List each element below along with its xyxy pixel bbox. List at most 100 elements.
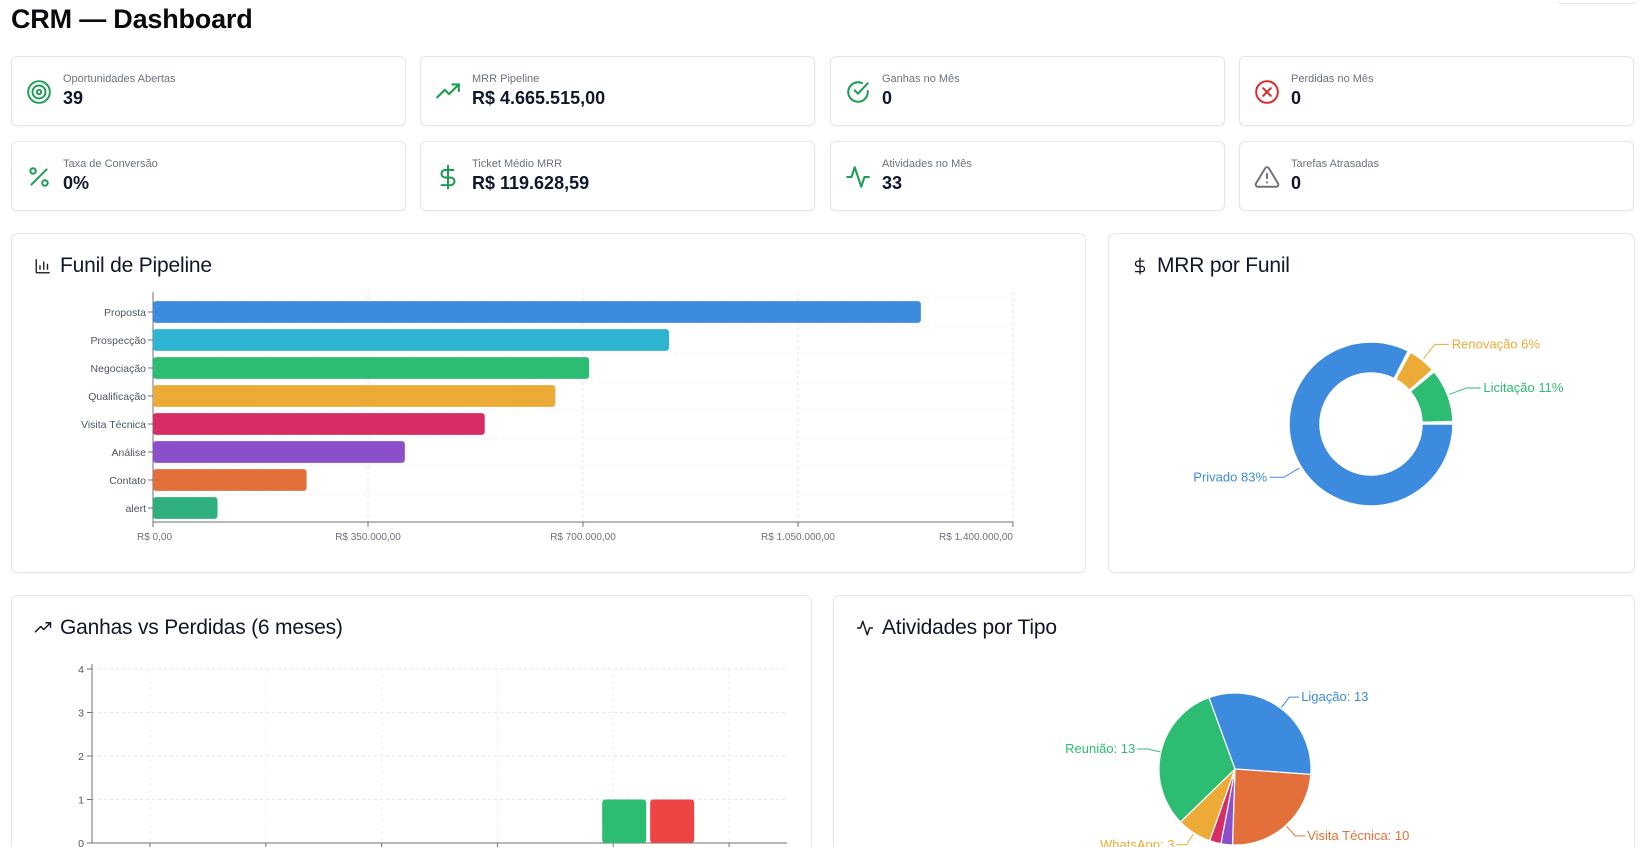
grid-lines [92, 668, 787, 844]
won-vs-lost-chart: 0 1 2 3 4 [78, 664, 787, 847]
stat-card-mrr-pipeline[interactable]: MRR Pipeline R$ 4.665.515,00 [420, 56, 815, 126]
won-vs-lost-panel: Ganhas vs Perdidas (6 meses) 0 1 2 3 4 [11, 595, 812, 847]
y-tick-label: 2 [78, 751, 84, 763]
bar-chart-icon [35, 259, 50, 274]
grid-lines [152, 292, 1014, 527]
stat-card-overdue-tasks[interactable]: Tarefas Atrasadas 0 [1239, 141, 1634, 211]
pie-slice-visita-técnica [1231, 768, 1312, 846]
donut-label: Privado 83% [1193, 469, 1267, 484]
bar-negociação [153, 357, 590, 379]
pie-slice-reunião [1158, 696, 1236, 823]
panel-header: MRR por Funil [1131, 254, 1290, 278]
x-tick-label: R$ 1.400.000,00 [939, 532, 1013, 543]
bar-qualificação [153, 385, 556, 407]
percent-icon [29, 167, 49, 187]
stat-card-open-opportunities[interactable]: Oportunidades Abertas 39 [11, 56, 406, 126]
y-tick-label: 3 [78, 708, 84, 720]
stat-label: Perdidas no Mês [1291, 73, 1374, 85]
pie-label: Visita Técnica: 10 [1307, 828, 1409, 843]
x-circle-icon [1255, 80, 1279, 104]
y-tick-label: alert [126, 503, 147, 515]
stat-card-lost-month[interactable]: Perdidas no Mês 0 [1239, 56, 1634, 126]
panel-title: MRR por Funil [1157, 254, 1290, 277]
stat-label: MRR Pipeline [472, 73, 540, 85]
bar-prospecção [153, 329, 669, 351]
pipeline-funnel-chart: R$ 0,00 R$ 350.000,00 R$ 700.000,00 R$ 1.05… [81, 292, 1014, 543]
donut-slice-privado [1288, 341, 1454, 507]
stat-card-average-ticket[interactable]: Ticket Médio MRR R$ 119.628,59 [420, 141, 815, 211]
donut-label: Renovação 6% [1452, 336, 1541, 351]
panel-title: Funil de Pipeline [60, 254, 212, 277]
stat-value: 33 [882, 173, 903, 193]
pie-leader-line [1280, 696, 1300, 708]
mrr-by-funnel-panel: MRR por Funil Privado 83% Renovação 6% Lic… [1108, 233, 1635, 573]
stat-card-activities-month[interactable]: Atividades no Mês 33 [830, 141, 1225, 211]
stat-label: Atividades no Mês [882, 158, 972, 170]
x-tick-label: R$ 350.000,00 [335, 532, 401, 543]
dollar-icon [1134, 257, 1146, 275]
y-tick-label: Proposta [104, 307, 146, 319]
bar-visita-técnica [153, 413, 485, 435]
panel-title: Ganhas vs Perdidas (6 meses) [60, 616, 343, 639]
donut-label: Licitação 11% [1483, 380, 1563, 395]
y-tick-label: Análise [112, 447, 147, 459]
bar-proposta [153, 301, 921, 323]
y-tick-label: Contato [109, 475, 146, 487]
pie-label: Ligação: 13 [1301, 689, 1368, 704]
x-tick-label: R$ 1.050.000,00 [761, 532, 835, 543]
stat-card-won-month[interactable]: Ganhas no Mês 0 [830, 56, 1225, 126]
stat-label: Ticket Médio MRR [472, 158, 563, 170]
pie-leader-line [1176, 833, 1194, 846]
donut-leader-line [1423, 343, 1449, 359]
panel-title: Atividades por Tipo [882, 616, 1057, 639]
activity-icon [856, 620, 874, 636]
trending-up-icon [34, 622, 52, 633]
y-tick-label: 0 [78, 838, 84, 847]
x-tick-label: R$ 0,00 [137, 532, 172, 543]
header-control[interactable] [1557, 0, 1637, 4]
y-tick-label: Visita Técnica [81, 419, 146, 431]
stat-value: R$ 119.628,59 [472, 173, 590, 193]
stat-value: 0 [882, 88, 893, 108]
check-circle-icon [847, 81, 869, 103]
y-tick-label: 1 [78, 795, 84, 807]
stat-value: 39 [63, 88, 84, 108]
stat-label: Ganhas no Mês [882, 73, 960, 85]
pie-leader-line [1286, 825, 1306, 837]
trending-up-icon [436, 83, 460, 99]
stat-value: R$ 4.665.515,00 [472, 88, 606, 108]
x-tick-label: R$ 700.000,00 [550, 532, 616, 543]
dollar-icon [440, 164, 456, 190]
bar-análise [153, 441, 405, 463]
donut-leader-line [1270, 467, 1300, 478]
bar-alert [153, 497, 218, 519]
activities-by-type-panel: Atividades por Tipo Ligação: 13 Visita Té… [833, 595, 1635, 847]
stat-label: Oportunidades Abertas [63, 73, 176, 85]
activity-icon [846, 166, 870, 188]
mrr-donut-chart: Privado 83% Renovação 6% Licitação 11% [1193, 336, 1564, 507]
bar-series-0 [602, 799, 647, 843]
stat-value: 0 [1291, 88, 1302, 108]
bar-series-1 [650, 799, 695, 843]
donut-leader-line [1449, 387, 1481, 395]
panel-header: Ganhas vs Perdidas (6 meses) [34, 616, 343, 640]
stat-value: 0% [63, 173, 90, 193]
y-tick-label: 4 [78, 664, 84, 676]
stat-card-conversion-rate[interactable]: Taxa de Conversão 0% [11, 141, 406, 211]
panel-header: Funil de Pipeline [34, 254, 212, 278]
y-tick-label: Qualificação [88, 391, 146, 403]
pie-label: Reunião: 13 [1065, 741, 1135, 756]
pipeline-funnel-panel: Funil de Pipeline R$ 0,00 R$ 350.000,00 R$… [11, 233, 1086, 573]
stat-label: Tarefas Atrasadas [1291, 158, 1380, 170]
stat-label: Taxa de Conversão [63, 158, 158, 170]
y-tick-label: Negociação [91, 363, 147, 375]
donut-slice-licitação [1409, 370, 1454, 424]
pie-label: WhatsApp: 3 [1100, 837, 1174, 847]
pie-leader-line [1137, 748, 1161, 753]
bar-contato [153, 469, 307, 491]
target-icon [27, 80, 51, 104]
y-tick-label: Prospecção [91, 335, 147, 347]
activities-pie-chart: Ligação: 13 Visita Técnica: 10 WhatsApp: 3… [1065, 689, 1409, 847]
stat-value: 0 [1291, 173, 1302, 193]
page-title: CRM — Dashboard [11, 4, 253, 34]
